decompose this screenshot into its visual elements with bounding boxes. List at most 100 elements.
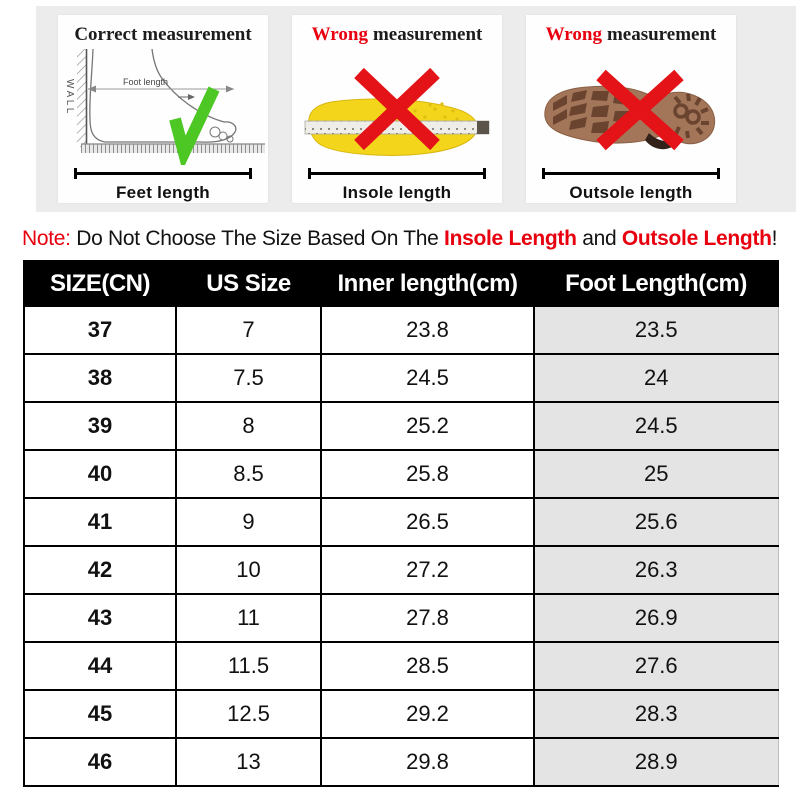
cell-inner-length: 29.2	[320, 689, 535, 739]
foot-diagram-svg: WALL Foot length	[64, 48, 265, 165]
table-row: 43 11 27.8 26.9	[23, 593, 779, 643]
size-warning-note: Note: Do Not Choose The Size Based On Th…	[22, 227, 800, 251]
measurement-bracket	[74, 168, 252, 179]
size-chart-table: SIZE(CN) US Size Inner length(cm) Foot L…	[23, 260, 779, 787]
note-emphasis-insole: Insole Length	[444, 227, 577, 250]
cell-us-size: 10	[175, 545, 322, 595]
cell-inner-length: 27.2	[320, 545, 535, 595]
cell-size-cn: 39	[23, 401, 177, 451]
cell-us-size: 9	[175, 497, 322, 547]
insole-diagram	[295, 47, 499, 165]
cell-size-cn: 38	[23, 353, 177, 403]
outsole-svg	[544, 69, 716, 151]
cell-inner-length: 27.8	[320, 593, 535, 643]
foot-measure-diagram: WALL Foot length	[61, 47, 265, 165]
measurement-bracket	[308, 168, 486, 179]
cell-foot-length: 26.9	[533, 593, 779, 643]
panel-caption: Feet length	[116, 183, 210, 202]
panel-correct-measurement: Correct measurement WALL	[58, 15, 268, 203]
panel-title-word: Correct	[74, 24, 138, 45]
panel-title-word: measurement	[142, 24, 252, 45]
table-row: 45 12.5 29.2 28.3	[23, 689, 779, 739]
outsole-diagram	[529, 47, 733, 165]
cell-foot-length: 25.6	[533, 497, 779, 547]
insole-texture-dots	[413, 102, 459, 121]
table-row: 42 10 27.2 26.3	[23, 545, 779, 595]
measuring-tape	[304, 120, 490, 135]
panel-title-word: Wrong	[545, 24, 602, 45]
cell-size-cn: 43	[23, 593, 177, 643]
note-suffix: !	[771, 227, 778, 250]
panel-wrong-outsole: Wrong measurement	[526, 15, 736, 203]
panel-title-word: Wrong	[311, 24, 368, 45]
cell-us-size: 7	[175, 305, 322, 355]
table-row: 37 7 23.8 23.5	[23, 305, 779, 355]
ruler	[81, 143, 265, 153]
table-row: 46 13 29.8 28.9	[23, 737, 779, 787]
cell-us-size: 13	[175, 737, 322, 787]
outsole-treads	[553, 90, 645, 133]
cell-us-size: 7.5	[175, 353, 322, 403]
panel-title-word: measurement	[606, 24, 717, 45]
panel-title-word: measurement	[372, 24, 483, 45]
foot-length-label: Foot length	[123, 77, 168, 87]
table-row: 41 9 26.5 25.6	[23, 497, 779, 547]
cell-foot-length: 23.5	[533, 305, 779, 355]
note-connector: and	[576, 227, 622, 250]
column-header-foot-length: Foot Length(cm)	[533, 260, 779, 307]
cell-size-cn: 40	[23, 449, 177, 499]
cell-foot-length: 28.9	[533, 737, 779, 787]
cell-us-size: 12.5	[175, 689, 322, 739]
wall-label: WALL	[64, 79, 75, 116]
cell-inner-length: 23.8	[320, 305, 535, 355]
cell-foot-length: 24	[533, 353, 779, 403]
cell-foot-length: 24.5	[533, 401, 779, 451]
table-row: 40 8.5 25.8 25	[23, 449, 779, 499]
table-header-row: SIZE(CN) US Size Inner length(cm) Foot L…	[23, 260, 779, 307]
cell-foot-length: 28.3	[533, 689, 779, 739]
outsole-arch-shadow	[645, 133, 675, 150]
cell-inner-length: 29.8	[320, 737, 535, 787]
table-row: 44 11.5 28.5 27.6	[23, 641, 779, 691]
outsole-heel-pattern	[673, 93, 709, 139]
measurement-guide-band: Correct measurement WALL	[36, 6, 796, 212]
column-header-us-size: US Size	[175, 260, 322, 307]
table-row: 38 7.5 24.5 24	[23, 353, 779, 403]
cross-icon	[596, 69, 684, 151]
cell-us-size: 11.5	[175, 641, 322, 691]
cell-size-cn: 41	[23, 497, 177, 547]
check-icon	[169, 86, 220, 165]
cell-inner-length: 28.5	[320, 641, 535, 691]
cell-inner-length: 25.2	[320, 401, 535, 451]
note-body: Do Not Choose The Size Based On The	[70, 227, 445, 250]
wall-hatch	[77, 49, 88, 147]
cell-us-size: 8.5	[175, 449, 322, 499]
cell-inner-length: 26.5	[320, 497, 535, 547]
measurement-bracket	[542, 168, 720, 179]
cell-size-cn: 37	[23, 305, 177, 355]
note-emphasis-outsole: Outsole Length	[621, 227, 772, 250]
panel-title: Wrong measurement	[312, 24, 483, 46]
column-header-inner-length: Inner length(cm)	[320, 260, 535, 307]
cell-foot-length: 25	[533, 449, 779, 499]
panel-wrong-insole: Wrong measurement	[292, 15, 502, 203]
cell-size-cn: 44	[23, 641, 177, 691]
panel-title: Correct measurement	[74, 24, 251, 46]
panel-caption: Outsole length	[569, 183, 693, 202]
panel-title: Wrong measurement	[546, 24, 717, 46]
cell-foot-length: 27.6	[533, 641, 779, 691]
note-prefix: Note:	[22, 227, 71, 250]
cell-size-cn: 46	[23, 737, 177, 787]
cross-icon	[354, 67, 440, 151]
table-row: 39 8 25.2 24.5	[23, 401, 779, 451]
cell-us-size: 11	[175, 593, 322, 643]
insole-svg	[304, 67, 490, 156]
column-header-size-cn: SIZE(CN)	[23, 260, 177, 307]
panel-caption: Insole length	[342, 183, 452, 202]
cell-foot-length: 26.3	[533, 545, 779, 595]
cell-inner-length: 25.8	[320, 449, 535, 499]
cell-us-size: 8	[175, 401, 322, 451]
cell-inner-length: 24.5	[320, 353, 535, 403]
cell-size-cn: 42	[23, 545, 177, 595]
cell-size-cn: 45	[23, 689, 177, 739]
